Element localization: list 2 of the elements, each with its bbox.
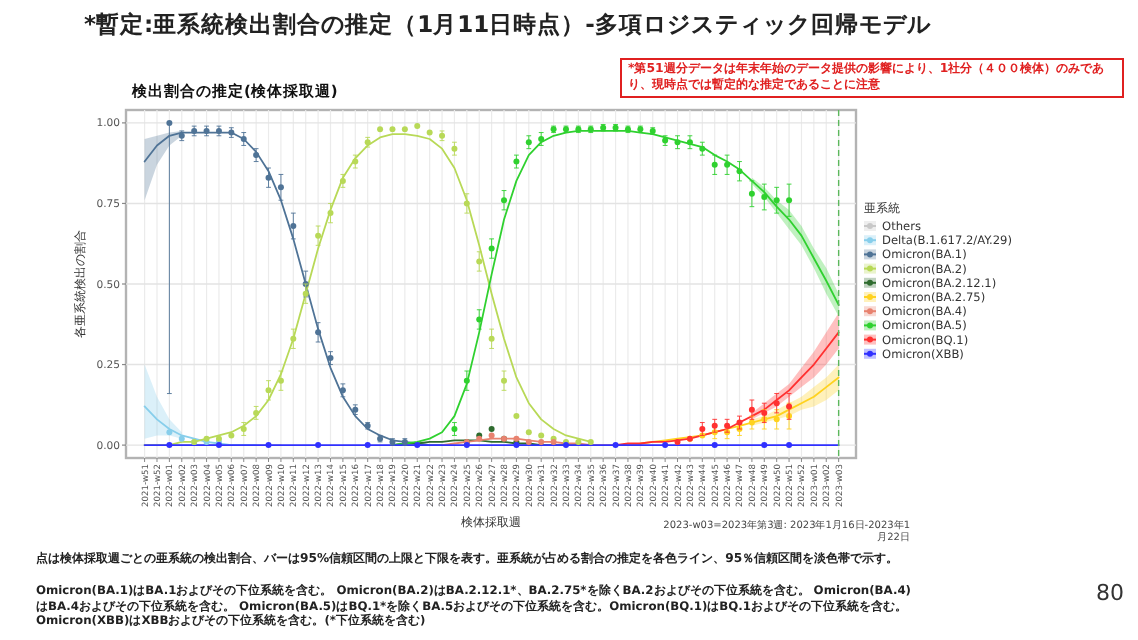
chart-title: *暫定:亜系統検出割合の推定（1月11日時点）-多項ロジスティック回帰モデル: [84, 10, 931, 40]
text: 80: [1096, 580, 1124, 606]
